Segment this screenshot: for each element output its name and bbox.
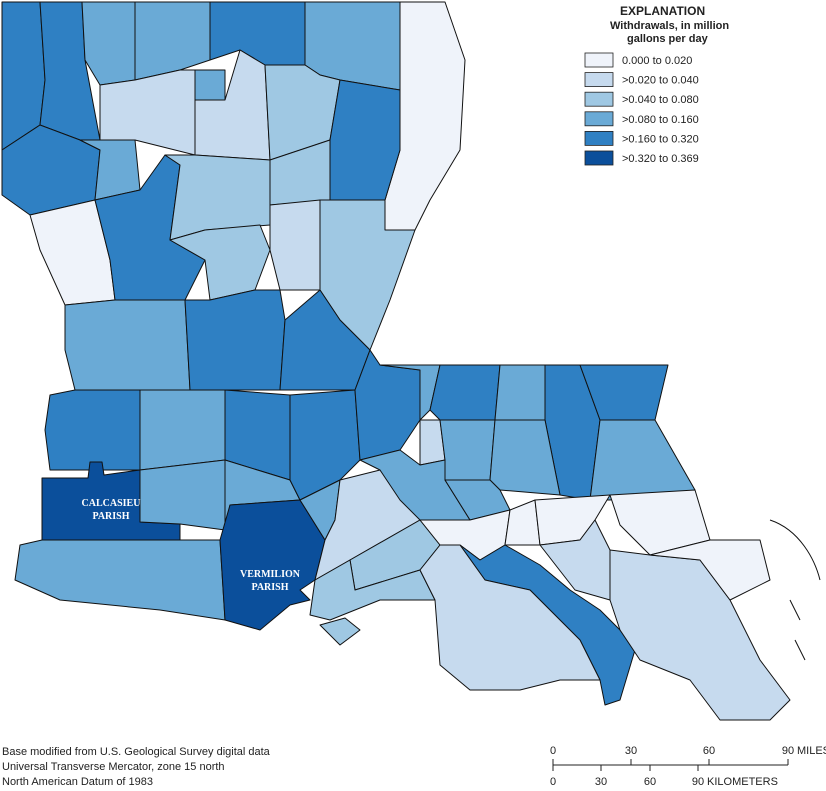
scale-label: 30 [595, 776, 607, 788]
callouts: CALCASIEU PARISH VERMILION PARISH [82, 498, 301, 593]
legend-label: 0.000 to 0.020 [622, 55, 692, 67]
parish [81, 1, 136, 86]
parish [14, 539, 226, 621]
credit-line: Universal Transverse Mercator, zone 15 n… [2, 761, 225, 773]
parish [64, 299, 191, 391]
parish [319, 617, 361, 646]
legend-label: >0.080 to 0.160 [622, 114, 699, 126]
scale-unit: MILES [797, 745, 826, 757]
parish [589, 419, 696, 501]
callout-line: VERMILION [240, 569, 301, 580]
parish [429, 364, 501, 421]
legend-subtitle: Withdrawals, in million [610, 20, 729, 32]
parish [209, 1, 306, 66]
callout-line: PARISH [92, 511, 129, 522]
parish [44, 389, 141, 471]
legend-label: >0.160 to 0.320 [622, 133, 699, 145]
parish [379, 364, 441, 421]
legend-swatch [584, 111, 614, 127]
legend-swatch [584, 130, 614, 146]
parish [494, 364, 546, 421]
scale-label: 60 [703, 745, 715, 757]
scale-label: 90 [692, 776, 704, 788]
parish [219, 499, 326, 631]
parish [169, 224, 271, 301]
callout-line: CALCASIEU [82, 498, 141, 509]
parish [194, 49, 271, 161]
scale-label: 0 [550, 745, 556, 757]
parish [504, 499, 541, 546]
scale-bar: 0306090MILES0306090KILOMETERS [550, 745, 826, 788]
legend: EXPLANATION Withdrawals, in million gall… [584, 4, 729, 166]
scale-label: 60 [644, 776, 656, 788]
scale-label: 30 [625, 745, 637, 757]
legend-swatch [584, 150, 614, 166]
legend-swatch [584, 72, 614, 87]
parish [139, 459, 226, 531]
legend-swatch [584, 91, 614, 107]
parish [489, 419, 561, 496]
scale-label: 90 [782, 745, 794, 757]
scale-label: 0 [550, 776, 556, 788]
credits: Base modified from U.S. Geological Surve… [2, 746, 271, 788]
parish [444, 479, 511, 521]
parish [134, 1, 211, 81]
legend-title: EXPLANATION [620, 4, 705, 18]
scale-unit: KILOMETERS [707, 776, 778, 788]
parish [184, 289, 286, 391]
credit-line: North American Datum of 1983 [2, 776, 153, 788]
legend-label: >0.320 to 0.369 [622, 153, 699, 165]
legend-label: >0.040 to 0.080 [622, 94, 699, 106]
parish [439, 419, 496, 481]
credit-line: Base modified from U.S. Geological Surve… [2, 746, 271, 758]
legend-label: >0.020 to 0.040 [622, 75, 699, 87]
coastline-detail [769, 519, 821, 661]
legend-swatch [584, 52, 614, 68]
legend-subtitle: gallons per day [627, 33, 709, 45]
parish [649, 539, 771, 601]
parish [329, 79, 401, 201]
callout-line: PARISH [251, 582, 288, 593]
parish [419, 544, 601, 691]
parish [139, 389, 226, 471]
parishes [1, 1, 821, 721]
parish [269, 199, 321, 291]
